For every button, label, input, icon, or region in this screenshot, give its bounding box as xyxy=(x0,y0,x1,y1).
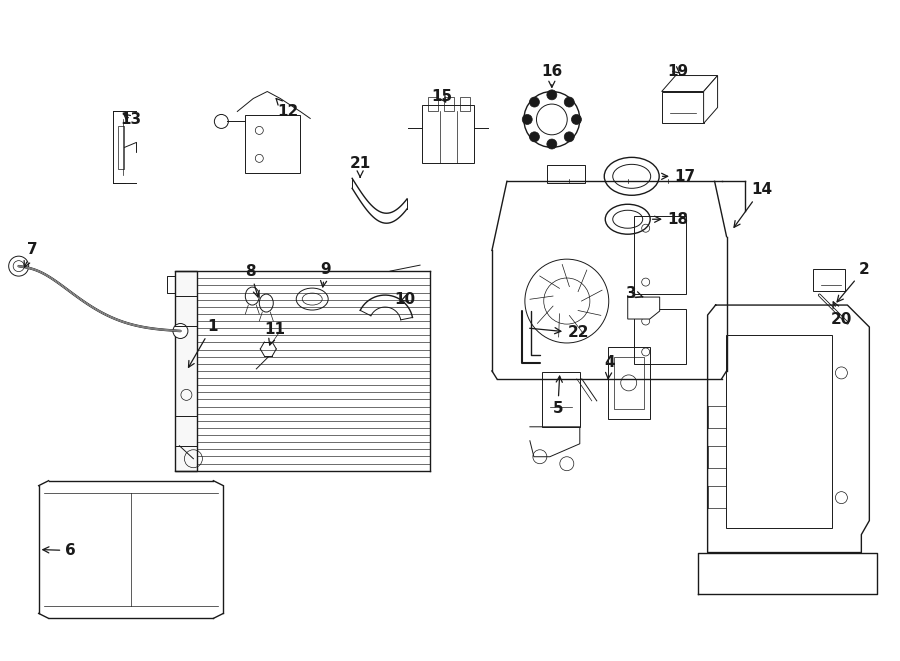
Polygon shape xyxy=(627,297,660,319)
Bar xyxy=(614,357,644,409)
Text: 10: 10 xyxy=(394,292,416,307)
Text: 11: 11 xyxy=(265,321,286,345)
Bar xyxy=(118,126,124,169)
Text: 7: 7 xyxy=(24,242,38,267)
Circle shape xyxy=(522,114,532,124)
Bar xyxy=(725,335,833,527)
Circle shape xyxy=(564,132,574,142)
Text: 8: 8 xyxy=(245,264,259,297)
Bar xyxy=(608,347,650,419)
Text: 18: 18 xyxy=(652,212,688,227)
Text: 20: 20 xyxy=(831,302,852,327)
Text: 15: 15 xyxy=(431,89,453,104)
Text: 13: 13 xyxy=(120,112,141,127)
Circle shape xyxy=(9,256,29,276)
Circle shape xyxy=(529,132,539,142)
Bar xyxy=(634,216,686,294)
Text: 9: 9 xyxy=(320,262,330,287)
Bar xyxy=(547,165,585,183)
Text: 17: 17 xyxy=(662,169,696,184)
Circle shape xyxy=(529,97,539,107)
Text: 3: 3 xyxy=(626,286,643,301)
Circle shape xyxy=(547,90,557,100)
Bar xyxy=(634,309,686,364)
Bar xyxy=(460,97,470,112)
Text: 2: 2 xyxy=(837,262,869,302)
Bar xyxy=(176,271,197,471)
Text: 6: 6 xyxy=(43,543,76,558)
Text: 14: 14 xyxy=(734,182,772,227)
Bar xyxy=(542,372,580,427)
Circle shape xyxy=(564,97,574,107)
Polygon shape xyxy=(704,75,717,124)
Text: 1: 1 xyxy=(188,319,218,368)
Text: 21: 21 xyxy=(349,156,371,177)
Circle shape xyxy=(173,323,188,338)
Text: 12: 12 xyxy=(276,98,299,119)
Bar xyxy=(814,269,845,291)
Circle shape xyxy=(547,139,557,149)
Text: 22: 22 xyxy=(529,325,590,340)
Polygon shape xyxy=(662,75,717,91)
Text: 19: 19 xyxy=(667,64,688,79)
Bar xyxy=(444,97,454,112)
Bar xyxy=(422,106,474,163)
Text: 5: 5 xyxy=(553,376,563,416)
Bar xyxy=(662,91,704,124)
Text: 16: 16 xyxy=(541,64,562,87)
Text: 4: 4 xyxy=(604,356,615,379)
Bar xyxy=(428,97,438,112)
Circle shape xyxy=(572,114,581,124)
Bar xyxy=(246,116,301,173)
